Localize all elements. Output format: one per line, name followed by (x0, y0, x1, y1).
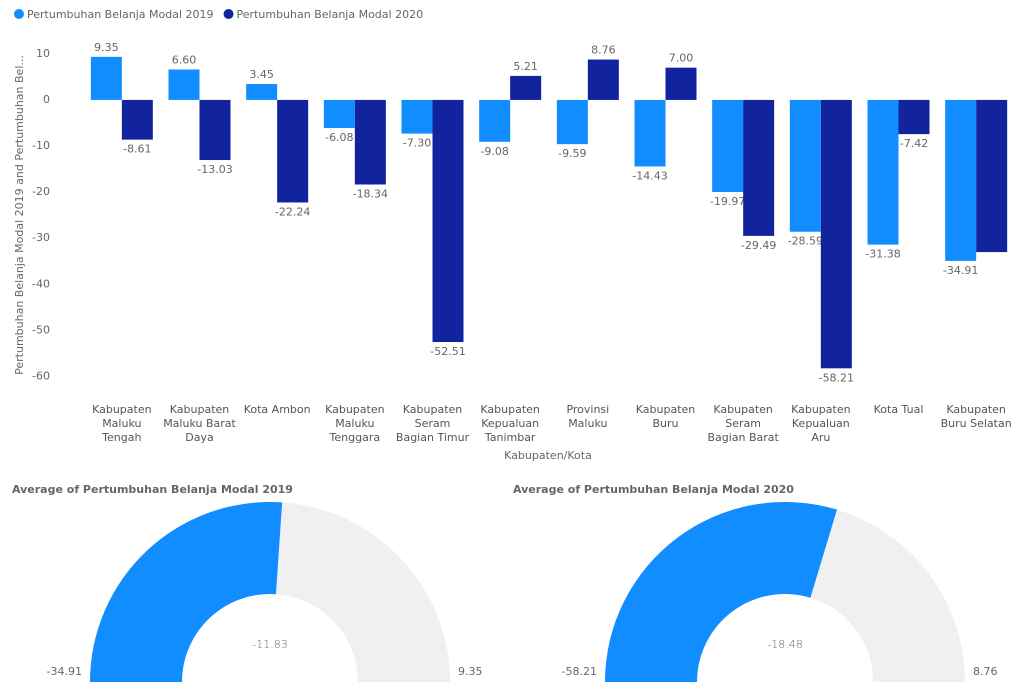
data-label: 8.76 (591, 44, 616, 57)
data-label: 3.45 (249, 68, 274, 81)
bar (199, 99, 231, 161)
bar (867, 99, 899, 245)
bar (246, 84, 278, 100)
gauge-fill (90, 502, 283, 682)
gauge-min: -34.91 (47, 665, 82, 678)
x-tick-label: Kabupaten Buru (635, 403, 696, 430)
data-label: 7.00 (669, 52, 694, 65)
y-tick-label: -20 (32, 185, 50, 198)
data-label: -13.03 (197, 163, 232, 176)
legend-swatch (223, 9, 234, 19)
bar (976, 99, 1008, 253)
bar (432, 99, 464, 343)
data-label: -52.51 (430, 345, 465, 358)
data-label: -9.08 (480, 145, 508, 158)
y-tick-label: -30 (32, 231, 50, 244)
data-label: -8.61 (123, 143, 151, 156)
data-label: -6.08 (325, 131, 353, 144)
data-label: -7.42 (900, 137, 928, 150)
x-tick-label: Kabupaten Seram Bagian Timur (395, 403, 470, 444)
bar (90, 56, 122, 100)
data-label: -19.97 (710, 195, 745, 208)
gauge-value: -11.83 (252, 638, 287, 651)
bar (510, 75, 542, 100)
x-tick-label: Kabupaten Seram Bagian Barat (707, 403, 779, 444)
bar (354, 99, 386, 185)
gauge-fill (605, 501, 837, 682)
legend-label: Pertumbuhan Belanja Modal 2020 (237, 8, 424, 21)
bar (323, 99, 355, 128)
bar (820, 99, 852, 369)
x-tick-label: Kabupaten Kepualuan Aru (791, 403, 851, 444)
x-tick-label: Provinsi Maluku (566, 403, 610, 430)
gauge-max: 9.35 (458, 665, 483, 678)
x-tick-label: Kabupaten Buru Selatan (940, 403, 1012, 430)
data-label: -31.38 (865, 248, 900, 261)
data-label: -28.59 (788, 235, 823, 248)
data-label: 6.60 (172, 54, 197, 67)
y-axis-label: Pertumbuhan Belanja Modal 2019 and Pertu… (13, 55, 26, 375)
data-label: 9.35 (94, 41, 119, 54)
bar (665, 67, 697, 100)
data-label: -58.21 (819, 371, 854, 384)
bar (168, 69, 200, 100)
data-label: -14.43 (632, 169, 667, 182)
legend-swatch (14, 9, 24, 19)
y-tick-label: -50 (32, 323, 50, 336)
y-tick-label: 10 (36, 47, 50, 60)
data-label: -7.30 (403, 137, 431, 150)
gauge-title: Average of Pertumbuhan Belanja Modal 201… (12, 483, 293, 496)
data-label: 5.21 (513, 60, 538, 73)
bar (479, 99, 511, 142)
gauge-min: -58.21 (562, 665, 597, 678)
gauge-max: 8.76 (973, 665, 998, 678)
y-tick-label: -10 (32, 139, 50, 152)
x-tick-label: Kota Ambon (243, 403, 311, 416)
bar (556, 99, 588, 145)
x-tick-label: Kota Tual (873, 403, 924, 416)
x-tick-label: Kabupaten Maluku Barat Daya (163, 403, 236, 444)
legend-label: Pertumbuhan Belanja Modal 2019 (27, 8, 214, 21)
bar (743, 99, 775, 236)
gauge-value: -18.48 (767, 638, 802, 651)
bar (712, 99, 744, 193)
data-label: -34.91 (943, 264, 978, 277)
bar (121, 99, 153, 140)
x-tick-label: Kabupaten Kepualuan Tanimbar (480, 403, 540, 444)
y-tick-label: -40 (32, 277, 50, 290)
bar (945, 99, 977, 261)
data-label: -22.24 (275, 205, 310, 218)
bar (634, 99, 666, 167)
gauge-title: Average of Pertumbuhan Belanja Modal 202… (513, 483, 794, 496)
x-tick-label: Kabupaten Maluku Tengah (92, 403, 152, 444)
data-label: -9.59 (558, 147, 586, 160)
bar (277, 99, 309, 203)
bar (401, 99, 433, 134)
y-tick-label: 0 (43, 93, 50, 106)
bar (789, 99, 821, 232)
x-tick-label: Kabupaten Maluku Tenggara (325, 403, 385, 444)
y-tick-label: -60 (32, 370, 50, 383)
x-axis-label: Kabupaten/Kota (504, 449, 592, 462)
bar (898, 99, 930, 135)
data-label: -29.49 (741, 239, 776, 252)
data-label: -18.34 (353, 187, 388, 200)
bar (587, 59, 619, 100)
